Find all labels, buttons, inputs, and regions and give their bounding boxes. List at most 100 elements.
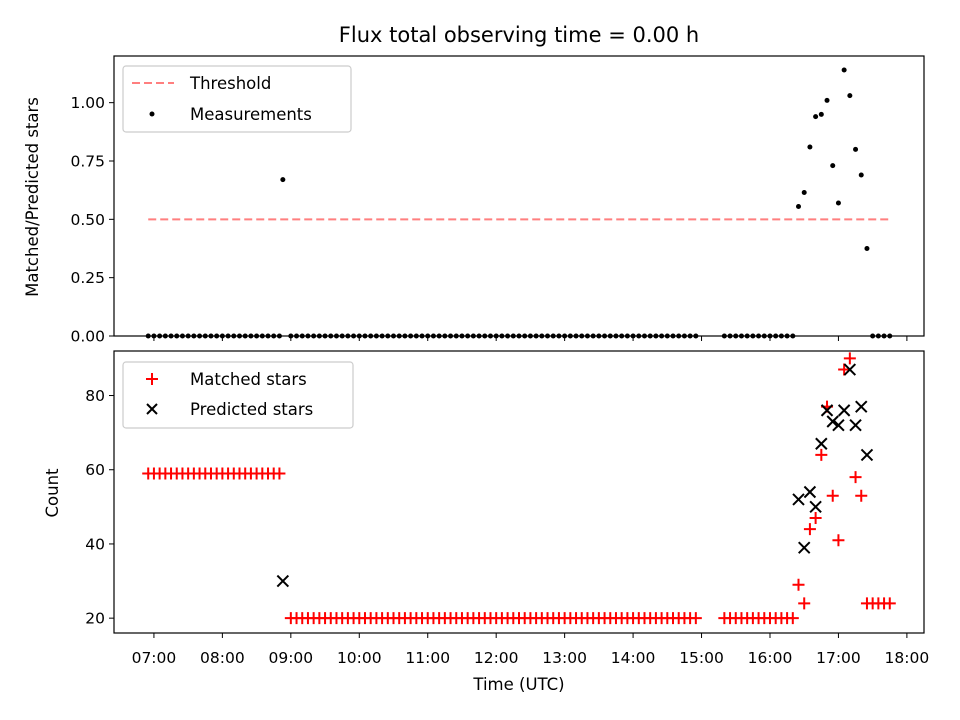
top-y-tick-label: 0.25 <box>70 269 105 287</box>
measurement-point <box>801 190 807 195</box>
predicted-star-point <box>826 415 839 428</box>
measurement-point <box>151 333 157 339</box>
bottom-legend-box <box>122 361 354 429</box>
measurement-point <box>727 333 733 339</box>
measurement-point <box>168 333 174 339</box>
measurement-point <box>379 333 385 339</box>
measurement-point <box>853 146 859 152</box>
measurement-point <box>630 333 636 339</box>
measurement-point <box>225 333 231 339</box>
top-y-tick-label: 0.50 <box>70 211 105 229</box>
bottom-y-axis-label: Count <box>43 468 62 518</box>
predicted-star-point <box>832 419 845 432</box>
matched-star-point <box>786 612 799 625</box>
predicted-star-point <box>815 437 828 450</box>
measurement-point <box>784 333 790 339</box>
measurement-point <box>790 333 796 339</box>
measurement-point <box>328 333 334 339</box>
matched-star-point <box>815 448 828 461</box>
measurement-point <box>750 333 756 339</box>
measurement-point <box>887 333 893 339</box>
measurement-point <box>573 333 579 339</box>
x-tick-label: 08:00 <box>200 649 245 667</box>
measurement-point <box>527 333 533 339</box>
predicted-star-point <box>803 485 817 499</box>
bottom-legend: Matched stars Predicted stars <box>122 361 354 429</box>
predicted-star-point <box>792 493 805 506</box>
measurement-point <box>550 333 556 339</box>
measurement-point <box>322 333 328 339</box>
matched-star-point <box>826 489 839 502</box>
bottom-y-tick-label: 80 <box>85 387 105 405</box>
measurement-point <box>316 333 322 339</box>
measurement-point <box>653 333 659 339</box>
measurement-point <box>157 333 163 339</box>
measurement-point <box>516 333 522 339</box>
x-tick-label: 15:00 <box>679 649 724 667</box>
measurement-point <box>647 333 653 339</box>
measurement-point <box>356 333 362 339</box>
measurement-point <box>607 333 613 339</box>
x-tick-label: 17:00 <box>816 649 861 667</box>
measurement-point <box>681 333 687 339</box>
x-tick-label: 09:00 <box>268 649 313 667</box>
measurement-point <box>271 333 277 339</box>
measurement-point <box>493 333 499 339</box>
measurement-point <box>248 333 254 339</box>
legend-predicted-label: Predicted stars <box>190 400 313 419</box>
measurement-point <box>373 333 379 339</box>
measurement-point <box>202 333 208 339</box>
bottom-y-tick-label: 40 <box>85 535 105 553</box>
measurement-point <box>436 333 442 339</box>
measurement-point <box>476 333 482 339</box>
measurement-point <box>619 333 625 339</box>
matched-star-point <box>883 597 896 610</box>
measurement-point <box>835 200 841 206</box>
measurement-point <box>470 333 476 339</box>
measurement-point <box>219 333 225 339</box>
measurement-point <box>539 333 545 339</box>
legend-predicted-swatch <box>146 403 158 415</box>
predicted-star-point <box>843 363 857 376</box>
measurement-point <box>425 333 431 339</box>
measurement-point <box>276 333 282 339</box>
measurement-point <box>385 333 391 339</box>
measurement-point <box>402 333 408 339</box>
measurement-point <box>556 333 562 339</box>
measurement-point <box>533 333 539 339</box>
measurement-point <box>590 333 596 339</box>
measurement-point <box>659 333 665 339</box>
measurement-point <box>636 333 642 339</box>
top-legend: Threshold Measurements <box>122 65 352 133</box>
measurement-point <box>197 333 203 339</box>
measurement-point <box>881 333 887 339</box>
measurement-point <box>162 333 168 339</box>
measurement-point <box>767 333 773 339</box>
measurement-point <box>721 333 727 339</box>
measurement-point <box>584 333 590 339</box>
measurement-point <box>778 333 784 339</box>
measurement-point <box>687 333 693 339</box>
matched-star-point <box>838 363 851 376</box>
measurement-point <box>818 111 824 117</box>
predicted-star-point <box>820 404 834 417</box>
measurement-point <box>299 333 305 339</box>
predicted-star-point <box>798 541 811 554</box>
measurement-point <box>505 333 511 339</box>
measurement-point <box>242 333 248 339</box>
measurement-point <box>756 333 762 339</box>
measurement-point <box>693 333 699 339</box>
x-tick-label: 14:00 <box>611 649 656 667</box>
matched-star-point <box>860 597 873 610</box>
measurement-point <box>761 333 767 339</box>
bottom-plot-area: 20 40 60 80 07:00 08:00 09:00 10:00 11:00 12:00 13… <box>85 350 929 667</box>
predicted-star-point <box>855 400 868 413</box>
measurement-point <box>448 333 454 339</box>
measurement-point <box>813 114 819 120</box>
measurement-point <box>773 333 779 339</box>
predicted-star-point <box>809 500 822 514</box>
measurement-point <box>408 333 414 339</box>
measurement-point <box>567 333 573 339</box>
measurement-point <box>430 333 436 339</box>
